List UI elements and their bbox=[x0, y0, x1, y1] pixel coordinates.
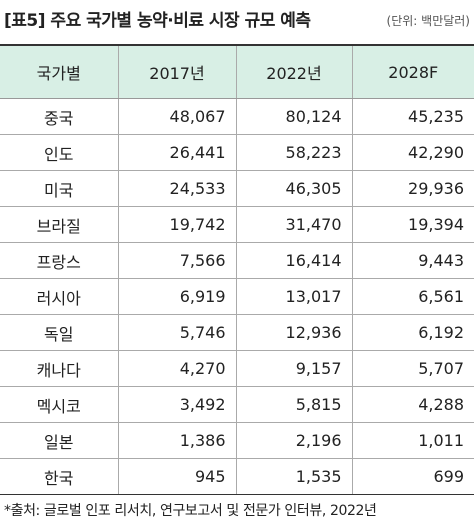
value-cell: 5,815 bbox=[235, 386, 352, 423]
country-cell: 중국 bbox=[0, 98, 118, 135]
value-cell: 19,394 bbox=[351, 206, 474, 243]
table-row: 일본 1,386 2,196 1,011 bbox=[0, 422, 474, 459]
country-cell: 일본 bbox=[0, 422, 118, 459]
value-cell: 19,742 bbox=[117, 206, 236, 243]
table-row: 한국 945 1,535 699 bbox=[0, 458, 474, 495]
column-header: 2028F bbox=[351, 44, 474, 99]
value-cell: 1,386 bbox=[117, 422, 236, 459]
table-body: 중국 48,067 80,124 45,235 인도 26,441 58,223 42,290… bbox=[0, 98, 474, 495]
value-cell: 5,746 bbox=[117, 314, 236, 351]
table-row: 러시아 6,919 13,017 6,561 bbox=[0, 278, 474, 315]
value-cell: 80,124 bbox=[235, 98, 352, 135]
value-cell: 4,270 bbox=[117, 350, 236, 387]
table-row: 브라질 19,742 31,470 19,394 bbox=[0, 206, 474, 243]
value-cell: 2,196 bbox=[235, 422, 352, 459]
source-note: *출처: 글로벌 인포 리서치, 연구보고서 및 전문가 인터뷰, 2022년 bbox=[4, 503, 377, 519]
value-cell: 16,414 bbox=[235, 242, 352, 279]
table-row: 독일 5,746 12,936 6,192 bbox=[0, 314, 474, 351]
country-cell: 미국 bbox=[0, 170, 118, 207]
value-cell: 26,441 bbox=[117, 134, 236, 171]
value-cell: 42,290 bbox=[351, 134, 474, 171]
value-cell: 6,919 bbox=[117, 278, 236, 315]
value-cell: 12,936 bbox=[235, 314, 352, 351]
table: 국가별 2017년 2022년 2028F 중국 48,067 80,124 45,235 인… bbox=[0, 44, 474, 495]
table-row: 프랑스 7,566 16,414 9,443 bbox=[0, 242, 474, 279]
value-cell: 699 bbox=[351, 458, 474, 495]
value-cell: 6,561 bbox=[351, 278, 474, 315]
value-cell: 9,443 bbox=[351, 242, 474, 279]
country-cell: 브라질 bbox=[0, 206, 118, 243]
value-cell: 5,707 bbox=[351, 350, 474, 387]
unit: (단위: 백만달러) bbox=[386, 14, 470, 28]
column-header: 2022년 bbox=[235, 44, 352, 99]
value-cell: 31,470 bbox=[235, 206, 352, 243]
header-row: 국가별 2017년 2022년 2028F bbox=[0, 44, 474, 99]
value-cell: 13,017 bbox=[235, 278, 352, 315]
country-cell: 멕시코 bbox=[0, 386, 118, 423]
value-cell: 46,305 bbox=[235, 170, 352, 207]
table-row: 미국 24,533 46,305 29,936 bbox=[0, 170, 474, 207]
value-cell: 6,192 bbox=[351, 314, 474, 351]
column-header: 2017년 bbox=[117, 44, 236, 99]
value-cell: 4,288 bbox=[351, 386, 474, 423]
column-header: 국가별 bbox=[0, 44, 118, 99]
value-cell: 7,566 bbox=[117, 242, 236, 279]
value-cell: 29,936 bbox=[351, 170, 474, 207]
country-cell: 프랑스 bbox=[0, 242, 118, 279]
country-cell: 러시아 bbox=[0, 278, 118, 315]
value-cell: 945 bbox=[117, 458, 236, 495]
title: [표5] 주요 국가별 농약·비료 시장 규모 예측 bbox=[4, 11, 311, 31]
table-row: 인도 26,441 58,223 42,290 bbox=[0, 134, 474, 171]
value-cell: 1,011 bbox=[351, 422, 474, 459]
value-cell: 3,492 bbox=[117, 386, 236, 423]
country-cell: 인도 bbox=[0, 134, 118, 171]
value-cell: 9,157 bbox=[235, 350, 352, 387]
value-cell: 45,235 bbox=[351, 98, 474, 135]
country-cell: 한국 bbox=[0, 458, 118, 495]
value-cell: 58,223 bbox=[235, 134, 352, 171]
country-cell: 독일 bbox=[0, 314, 118, 351]
value-cell: 48,067 bbox=[117, 98, 236, 135]
value-cell: 24,533 bbox=[117, 170, 236, 207]
table-row: 중국 48,067 80,124 45,235 bbox=[0, 98, 474, 135]
table-row: 캐나다 4,270 9,157 5,707 bbox=[0, 350, 474, 387]
value-cell: 1,535 bbox=[235, 458, 352, 495]
table-row: 멕시코 3,492 5,815 4,288 bbox=[0, 386, 474, 423]
country-cell: 캐나다 bbox=[0, 350, 118, 387]
